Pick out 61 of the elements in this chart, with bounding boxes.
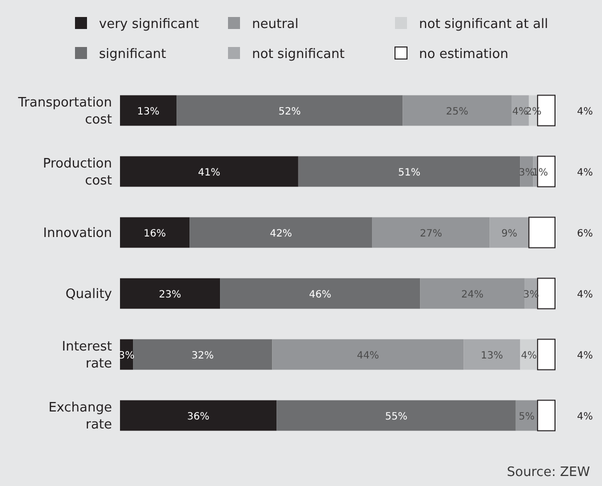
y-tick-label: Interest rate — [62, 340, 112, 372]
data-label: 4% — [577, 290, 593, 300]
data-label: 4% — [577, 168, 593, 178]
y-tick-label: Quality — [66, 287, 112, 302]
bar — [402, 95, 512, 126]
data-label: 25% — [446, 106, 468, 118]
data-label: 13% — [480, 350, 504, 362]
legend-label: neutral — [252, 17, 298, 32]
bar — [537, 278, 556, 310]
data-label: 4% — [577, 350, 593, 362]
data-label: 16% — [144, 228, 166, 240]
legend-label: not significant at all — [419, 17, 548, 32]
bar — [537, 338, 556, 370]
data-label: 13% — [137, 106, 160, 118]
legend-label: no estimation — [419, 47, 508, 62]
bar — [120, 156, 298, 187]
data-label: 6% — [577, 228, 593, 240]
data-label: 4% — [577, 106, 593, 118]
data-label: 3% — [518, 168, 535, 178]
legend-label: very significant — [99, 17, 199, 32]
bar — [120, 400, 277, 431]
bar — [276, 400, 516, 431]
bar — [520, 156, 534, 187]
bar — [133, 339, 272, 370]
y-tick-label: Innovation — [43, 226, 112, 241]
data-label: 23% — [158, 290, 182, 300]
bar — [537, 400, 556, 432]
legend-label: significant — [99, 47, 166, 62]
data-label: 27% — [420, 228, 442, 240]
bar — [490, 217, 529, 248]
data-label: 36% — [187, 412, 210, 422]
data-label: 32% — [192, 350, 214, 362]
source-note: Source: ZEW — [506, 465, 590, 480]
bar — [528, 216, 556, 248]
y-tick-label: Production cost — [42, 156, 112, 188]
data-label: 41% — [198, 168, 220, 178]
data-label: 51% — [398, 168, 420, 178]
data-label: 4% — [520, 350, 537, 362]
legend-label: not significant — [252, 47, 345, 62]
bar — [420, 278, 525, 309]
bar — [176, 95, 403, 126]
bar — [272, 339, 464, 370]
bar — [120, 278, 220, 309]
data-label: 46% — [308, 290, 332, 300]
data-label: 42% — [270, 228, 292, 240]
data-label: 44% — [356, 350, 380, 362]
bar — [220, 278, 420, 309]
data-label: 5% — [518, 412, 535, 422]
y-tick-label: Transportation cost — [17, 96, 112, 128]
data-label: 9% — [501, 228, 518, 240]
bar — [190, 217, 372, 248]
data-label: 55% — [385, 412, 408, 422]
data-label: 24% — [461, 290, 484, 300]
bar — [120, 217, 190, 248]
y-tick-label: Exchange rate — [48, 400, 112, 432]
bar — [372, 217, 490, 248]
bar — [464, 339, 520, 370]
data-label: 52% — [278, 106, 301, 118]
bar — [298, 156, 520, 187]
data-label: 4% — [577, 412, 593, 422]
bar — [120, 95, 177, 126]
